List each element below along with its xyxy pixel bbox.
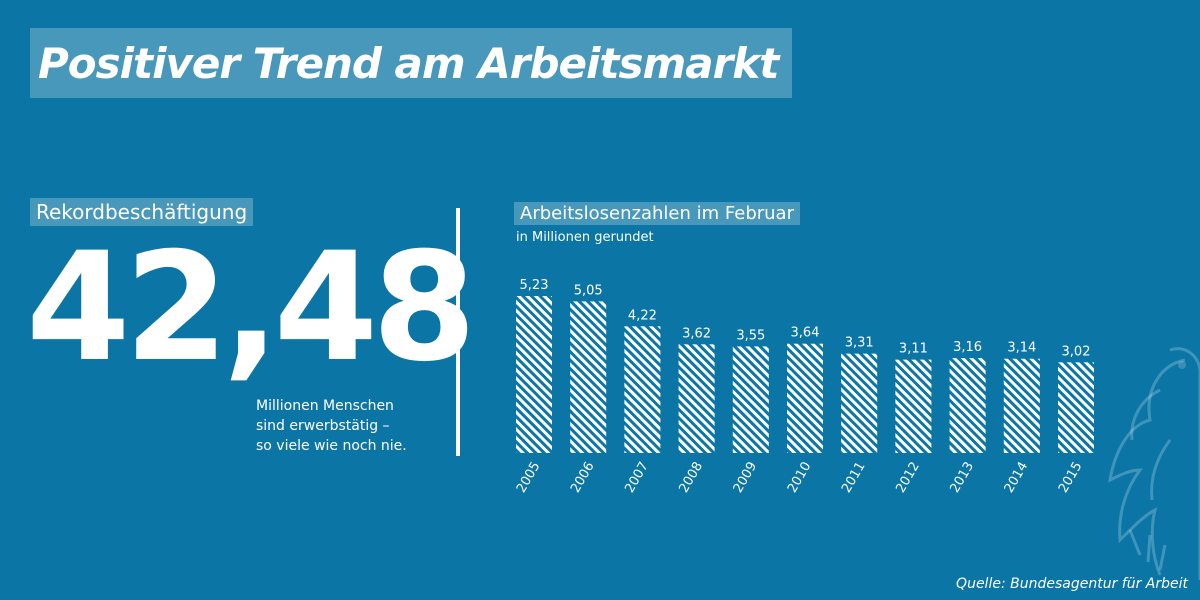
- tick-label-2009: 2009: [731, 460, 761, 496]
- value-label-2014: 3,14: [1007, 341, 1036, 356]
- tick-label-2013: 2013: [948, 460, 978, 496]
- value-label-2013: 3,16: [953, 340, 982, 355]
- value-label-2008: 3,62: [682, 326, 711, 341]
- bar-2013: [949, 358, 986, 453]
- caption-line-1: Millionen Menschen: [256, 398, 394, 414]
- tick-label-2010: 2010: [785, 460, 815, 496]
- value-label-2011: 3,31: [845, 336, 874, 351]
- tick-label-2012: 2012: [893, 460, 923, 496]
- chart-title: Arbeitslosenzahlen im Februar: [514, 202, 800, 225]
- vertical-divider: [456, 208, 460, 456]
- tick-label-2006: 2006: [568, 460, 598, 496]
- caption-line-3: so viele wie noch nie.: [256, 438, 407, 454]
- bar-2006: [570, 301, 607, 453]
- value-label-2009: 3,55: [736, 328, 765, 343]
- bar-2009: [732, 346, 769, 453]
- page-title: Positiver Trend am Arbeitsmarkt: [38, 38, 779, 88]
- bar-2011: [841, 353, 878, 453]
- tick-label-2014: 2014: [1002, 460, 1032, 496]
- title-banner: Positiver Trend am Arbeitsmarkt: [30, 28, 793, 98]
- bar-2008: [678, 344, 715, 453]
- bar-2015: [1058, 362, 1094, 453]
- tick-label-2005: 2005: [514, 460, 544, 496]
- bar-2005: [516, 296, 552, 453]
- caption-line-2: sind erwerbstätig –: [256, 418, 390, 434]
- value-label-2006: 5,05: [574, 283, 603, 298]
- tick-label-2015: 2015: [1056, 460, 1086, 496]
- employment-caption: Millionen Menschen sind erwerbstätig – s…: [256, 396, 407, 456]
- chart-subtitle: in Millionen gerundet: [516, 230, 654, 245]
- tick-label-2008: 2008: [677, 460, 707, 496]
- value-label-2012: 3,11: [899, 342, 928, 357]
- bar-2007: [624, 326, 661, 453]
- value-label-2010: 3,64: [791, 326, 820, 341]
- value-label-2007: 4,22: [628, 308, 657, 323]
- value-label-2015: 3,02: [1062, 344, 1091, 359]
- value-label-2005: 5,23: [520, 278, 549, 293]
- bar-2012: [895, 359, 932, 453]
- tick-label-2011: 2011: [839, 460, 869, 496]
- source-note: Quelle: Bundesagentur für Arbeit: [956, 576, 1188, 592]
- bar-2010: [787, 343, 823, 453]
- employment-label: Rekordbeschäftigung: [30, 198, 254, 226]
- employment-number: 42,48: [26, 221, 476, 395]
- tick-label-2007: 2007: [622, 460, 652, 496]
- bar-2014: [1003, 358, 1040, 453]
